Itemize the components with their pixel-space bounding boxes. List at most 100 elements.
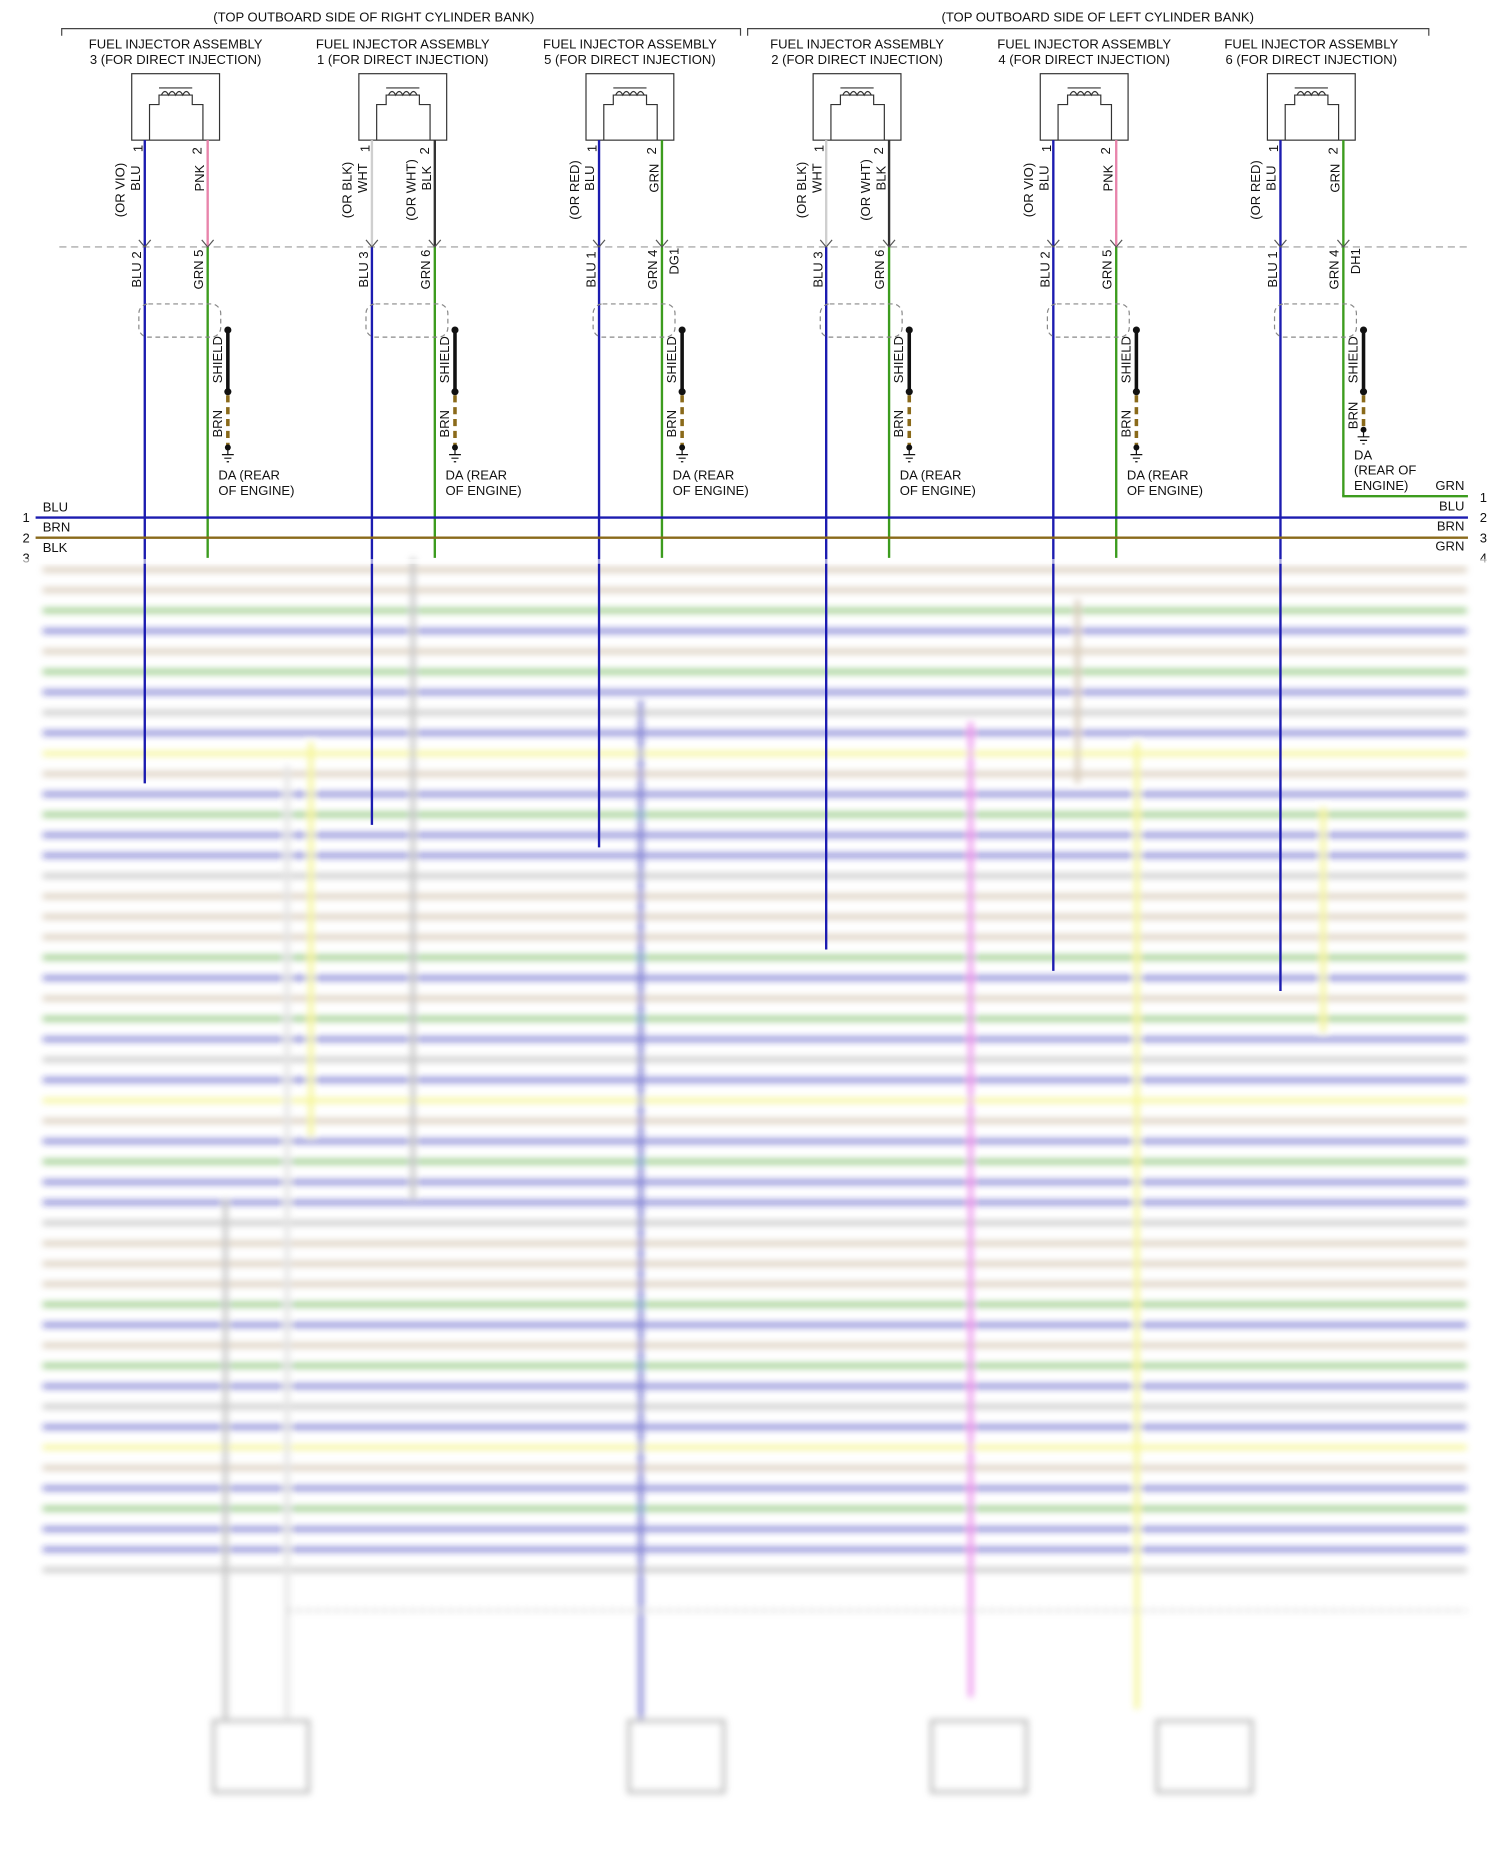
- wire-label: (OR VIO): [112, 163, 127, 217]
- bus-wire-label: BLK: [43, 540, 68, 555]
- connector-pin: [1109, 239, 1123, 248]
- ground-label: DA (REAR: [673, 467, 735, 482]
- connector-label: DH1: [1348, 248, 1363, 274]
- bus-wire-label: BRN: [43, 520, 71, 535]
- connector-pin: [201, 239, 215, 248]
- bus-pin: 1: [22, 510, 29, 525]
- wire-label: GRN 6: [872, 250, 887, 290]
- injector-label: FUEL INJECTOR ASSEMBLY: [770, 37, 944, 52]
- injector-coil: [376, 87, 431, 141]
- shield: [365, 303, 449, 338]
- wire-label: WHT: [355, 163, 370, 193]
- injector-label: FUEL INJECTOR ASSEMBLY: [997, 37, 1171, 52]
- pin-label: 2: [417, 147, 432, 154]
- wire-label: BRN: [664, 410, 679, 438]
- splice: [451, 326, 459, 334]
- shield: [592, 303, 676, 338]
- bus-wire-label: BRN: [1437, 518, 1465, 533]
- injector-box: [585, 73, 675, 141]
- splice: [1359, 388, 1368, 396]
- wire-label: PNK: [192, 164, 207, 191]
- bus-pin: 1: [1480, 490, 1487, 505]
- blurred-connector: [211, 1719, 311, 1794]
- wire-label: (OR VIO): [1021, 163, 1036, 217]
- bus-wire-label: BLU: [43, 499, 68, 514]
- ground: [676, 447, 689, 463]
- fade: [0, 559, 1500, 564]
- wire-label: BRN: [891, 410, 906, 438]
- wire-label: BLU 2: [129, 251, 144, 287]
- ground: [221, 447, 234, 463]
- injector-box: [1039, 73, 1129, 141]
- injector-box: [131, 73, 221, 141]
- shield-label: SHIELD: [664, 336, 679, 383]
- splice: [679, 444, 686, 451]
- pin-label: 2: [1325, 147, 1340, 154]
- splice: [1132, 388, 1140, 396]
- wire-label: BLU: [128, 165, 143, 190]
- wire-label: WHT: [809, 163, 824, 193]
- splice: [905, 326, 913, 334]
- injector-coil: [603, 87, 658, 141]
- pin-label: 1: [812, 145, 827, 152]
- splice: [1133, 444, 1140, 451]
- bus-wire-label: GRN: [1435, 539, 1464, 554]
- shield-label: SHIELD: [891, 336, 906, 383]
- injector-coil: [1284, 87, 1340, 141]
- ground-label: OF ENGINE): [218, 483, 294, 498]
- ground-label: DA (REAR: [445, 467, 507, 482]
- ground: [1357, 429, 1370, 445]
- shield-label: SHIELD: [1118, 336, 1133, 383]
- pin-label: 2: [644, 147, 659, 154]
- ground: [449, 447, 461, 463]
- ground: [903, 447, 916, 463]
- splice: [1359, 326, 1368, 334]
- pin-label: 1: [585, 145, 600, 152]
- bracket: [747, 28, 1430, 36]
- ground-label: DA (REAR: [1127, 467, 1189, 482]
- wire-label: BLK: [873, 166, 888, 191]
- connector-pin: [365, 239, 379, 248]
- injector-label: FUEL INJECTOR ASSEMBLY: [543, 37, 717, 52]
- bus-wire-label: BLU: [1439, 498, 1464, 513]
- splice: [224, 444, 231, 451]
- shield-label: SHIELD: [1345, 336, 1360, 383]
- injector-box: [1266, 73, 1356, 141]
- splice: [678, 326, 686, 334]
- bus-pin: 3: [1480, 530, 1487, 545]
- wire-label: GRN: [1328, 164, 1343, 193]
- injector-label: 2 (FOR DIRECT INJECTION): [771, 52, 943, 67]
- diagram-top: (TOP OUTBOARD SIDE OF RIGHT CYLINDER BAN…: [0, 9, 1500, 992]
- splice: [451, 388, 459, 396]
- blurred-connector: [929, 1719, 1029, 1794]
- bus-pin: 4: [1480, 551, 1487, 566]
- ground-label: DA (REAR: [900, 467, 962, 482]
- wire-label: BLU 2: [1038, 251, 1053, 287]
- wire-label: BRN: [437, 410, 452, 438]
- wire-label: BRN: [1345, 402, 1360, 430]
- bus-pin: 3: [22, 551, 29, 566]
- wire-label: BLU 3: [811, 251, 826, 287]
- blurred-connector: [1155, 1719, 1254, 1794]
- splice: [678, 388, 686, 396]
- shield-label: SHIELD: [437, 336, 452, 383]
- wire-label: BLK: [419, 166, 434, 191]
- wire-label: BLU: [1036, 165, 1051, 190]
- ground-label: OF ENGINE): [673, 483, 749, 498]
- injector-label: FUEL INJECTOR ASSEMBLY: [316, 37, 490, 52]
- wire-label: (OR RED): [567, 160, 582, 219]
- wire-label: BLU 1: [583, 251, 598, 287]
- injector-box: [358, 73, 448, 141]
- connector-pin: [1046, 239, 1060, 248]
- injector-label: 3 (FOR DIRECT INJECTION): [90, 52, 262, 67]
- wire-label: GRN 5: [191, 250, 206, 290]
- injector-label: 4 (FOR DIRECT INJECTION): [998, 52, 1170, 67]
- injector-box: [812, 73, 902, 141]
- splice: [905, 388, 913, 396]
- wire-label: (OR BLK): [794, 162, 809, 219]
- wire-label: GRN 4: [1327, 250, 1342, 290]
- bus-wire-label: GRN: [1435, 478, 1464, 493]
- pin-label: 2: [190, 147, 205, 154]
- connector-pin: [819, 239, 833, 248]
